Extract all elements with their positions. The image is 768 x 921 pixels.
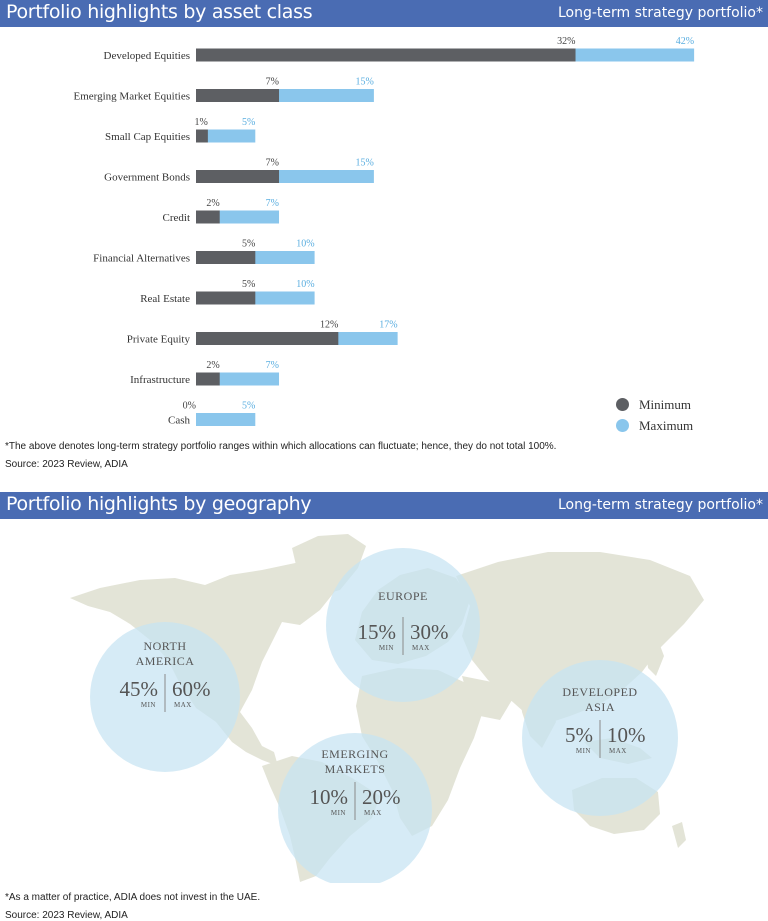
section1-title: Portfolio highlights by asset class [6, 1, 313, 23]
value-label-minimum-emerging-market-equities: 7% [266, 77, 279, 88]
bar-minimum-private-equity [196, 332, 339, 345]
section1-header: Portfolio highlights by asset class Long… [0, 0, 768, 27]
region-max-value-emerging-markets: 20% [362, 785, 401, 809]
section1-footnote: *The above denotes long-term strategy po… [5, 441, 557, 452]
bar-minimum-financial-alternatives [196, 251, 256, 264]
section2-subtitle: Long-term strategy portfolio* [557, 497, 763, 513]
value-label-maximum-cash: 5% [242, 401, 255, 412]
legend-label-maximum: Maximum [639, 417, 694, 433]
region-min-value-north-america: 45% [120, 677, 159, 701]
section2-title: Portfolio highlights by geography [6, 493, 312, 515]
value-label-minimum-cash: 0% [183, 401, 196, 412]
region-min-label-europe: MIN [379, 644, 394, 652]
region-name-north-america: AMERICA [136, 654, 195, 668]
value-label-maximum-credit: 7% [266, 198, 279, 209]
bar-minimum-emerging-market-equities [196, 89, 280, 102]
value-label-maximum-government-bonds: 15% [356, 158, 374, 169]
value-label-maximum-financial-alternatives: 10% [296, 239, 314, 250]
value-label-maximum-real-estate: 10% [296, 279, 314, 290]
region-max-value-developed-asia: 10% [607, 723, 646, 747]
region-max-label-developed-asia: MAX [609, 747, 627, 755]
region-max-value-europe: 30% [410, 620, 449, 644]
region-name-north-america: NORTH [143, 639, 186, 653]
region-max-label-emerging-markets: MAX [364, 809, 382, 817]
category-label-government-bonds: Government Bonds [104, 172, 190, 184]
section1-subtitle: Long-term strategy portfolio* [557, 5, 763, 21]
land-japan [646, 640, 664, 676]
category-label-small-cap-equities: Small Cap Equities [105, 131, 190, 143]
category-label-developed-equities: Developed Equities [104, 50, 190, 62]
category-label-infrastructure: Infrastructure [130, 374, 190, 386]
bar-minimum-infrastructure [196, 372, 220, 386]
bar-maximum-small-cap-equities [196, 129, 256, 143]
value-label-maximum-private-equity: 17% [379, 320, 397, 331]
section2-source: Source: 2023 Review, ADIA [5, 910, 128, 921]
land-arabia [462, 676, 512, 720]
bar-minimum-real-estate [196, 291, 256, 305]
region-name-developed-asia: ASIA [585, 700, 615, 714]
category-label-real-estate: Real Estate [140, 293, 190, 305]
region-min-value-emerging-markets: 10% [310, 785, 349, 809]
value-label-maximum-small-cap-equities: 5% [242, 117, 255, 128]
legend-item-minimum: Minimum [616, 394, 693, 415]
bar-minimum-government-bonds [196, 170, 280, 183]
value-label-minimum-government-bonds: 7% [266, 158, 279, 169]
region-min-label-north-america: MIN [141, 701, 156, 709]
asset-class-bar-chart: Developed Equities 32% 42% Emerging Market … [74, 36, 695, 427]
section2-header: Portfolio highlights by geography Long-t… [0, 492, 768, 519]
land-asia [456, 552, 704, 724]
region-name-emerging-markets: EMERGING [321, 747, 388, 761]
category-label-financial-alternatives: Financial Alternatives [93, 253, 190, 265]
region-max-label-north-america: MAX [174, 701, 192, 709]
category-label-emerging-market-equities: Emerging Market Equities [74, 91, 191, 103]
region-name-europe: EUROPE [378, 589, 428, 603]
chart-legend: Minimum Maximum [616, 394, 693, 436]
region-min-value-developed-asia: 5% [565, 723, 593, 747]
bar-minimum-developed-equities [196, 48, 576, 62]
value-label-minimum-small-cap-equities: 1% [195, 117, 208, 128]
value-label-minimum-financial-alternatives: 5% [242, 239, 255, 250]
section2-footnote: *As a matter of practice, ADIA does not … [5, 892, 261, 903]
value-label-maximum-developed-equities: 42% [676, 36, 694, 47]
legend-label-minimum: Minimum [639, 396, 692, 412]
value-label-maximum-infrastructure: 7% [266, 360, 279, 371]
bar-maximum-cash [196, 413, 256, 426]
region-name-emerging-markets: MARKETS [325, 762, 386, 776]
section1-source: Source: 2023 Review, ADIA [5, 459, 128, 470]
value-label-minimum-infrastructure: 2% [206, 360, 219, 371]
region-min-label-developed-asia: MIN [576, 747, 591, 755]
bar-minimum-small-cap-equities [196, 129, 208, 143]
category-label-credit: Credit [163, 212, 191, 224]
region-max-value-north-america: 60% [172, 677, 211, 701]
region-min-label-emerging-markets: MIN [331, 809, 346, 817]
value-label-minimum-real-estate: 5% [242, 279, 255, 290]
region-name-developed-asia: DEVELOPED [562, 685, 637, 699]
region-max-label-europe: MAX [412, 644, 430, 652]
region-europe: EUROPE 15% 30% MIN MAX [326, 548, 480, 702]
legend-swatch-maximum [616, 419, 629, 432]
bar-minimum-credit [196, 210, 220, 224]
value-label-minimum-developed-equities: 32% [557, 36, 575, 47]
value-label-minimum-private-equity: 12% [320, 320, 338, 331]
legend-item-maximum: Maximum [616, 415, 693, 436]
region-min-value-europe: 15% [358, 620, 397, 644]
value-label-minimum-credit: 2% [206, 198, 219, 209]
land-new-zealand [672, 822, 686, 848]
land-africa [356, 668, 484, 836]
value-label-maximum-emerging-market-equities: 15% [356, 77, 374, 88]
legend-swatch-minimum [616, 398, 629, 411]
category-label-cash: Cash [168, 415, 191, 427]
category-label-private-equity: Private Equity [127, 334, 191, 346]
